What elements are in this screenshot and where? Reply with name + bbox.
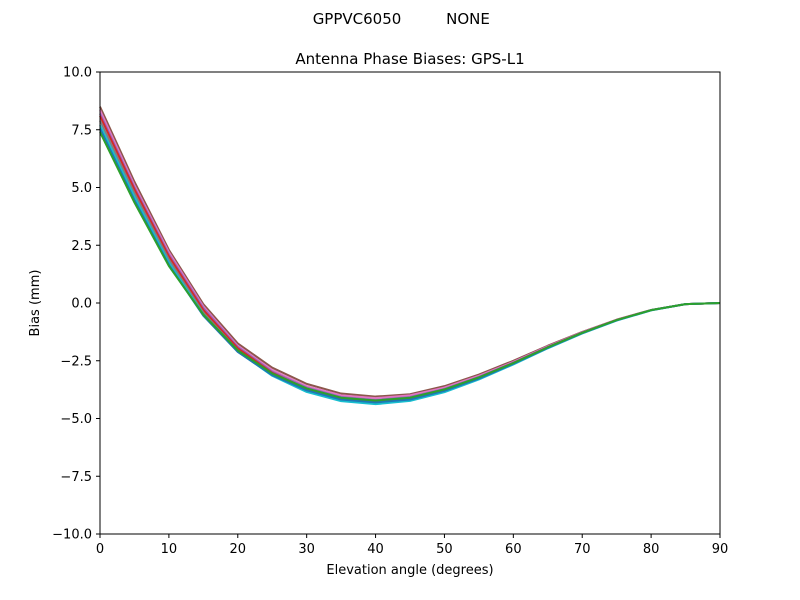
x-axis: 0 10 20 30 40 50 60 70 80 90 (96, 534, 728, 557)
x-tick-label: 70 (574, 542, 591, 557)
y-axis: 10.0 7.5 5.0 2.5 0.0 −2.5 −5.0 −7.5 −10.0 (52, 66, 100, 543)
x-tick-label: 60 (505, 542, 522, 557)
chart-title: Antenna Phase Biases: GPS-L1 (295, 50, 524, 68)
y-tick-label: 10.0 (63, 66, 92, 81)
y-tick-label: −10.0 (52, 528, 92, 543)
suptitle-left: GPPVC6050 (313, 10, 402, 28)
y-tick-label: 5.0 (71, 181, 92, 196)
x-tick-label: 90 (712, 542, 729, 557)
y-tick-label: 0.0 (71, 297, 92, 312)
x-tick-label: 40 (367, 542, 384, 557)
x-tick-label: 50 (436, 542, 453, 557)
y-axis-label: Bias (mm) (28, 270, 43, 337)
series-group (99, 106, 721, 406)
y-tick-label: −5.0 (60, 412, 92, 427)
x-tick-label: 10 (161, 542, 178, 557)
y-tick-label: −2.5 (60, 354, 92, 369)
x-axis-label: Elevation angle (degrees) (326, 563, 493, 578)
plot-area (99, 71, 721, 535)
x-tick-label: 30 (298, 542, 315, 557)
series-line-8 (99, 131, 721, 402)
x-tick-label: 0 (96, 542, 104, 557)
suptitle-right: NONE (446, 10, 490, 28)
x-tick-label: 80 (643, 542, 660, 557)
y-tick-label: 7.5 (71, 123, 92, 138)
y-tick-label: 2.5 (71, 239, 92, 254)
x-tick-label: 20 (230, 542, 247, 557)
y-tick-label: −7.5 (60, 470, 92, 485)
